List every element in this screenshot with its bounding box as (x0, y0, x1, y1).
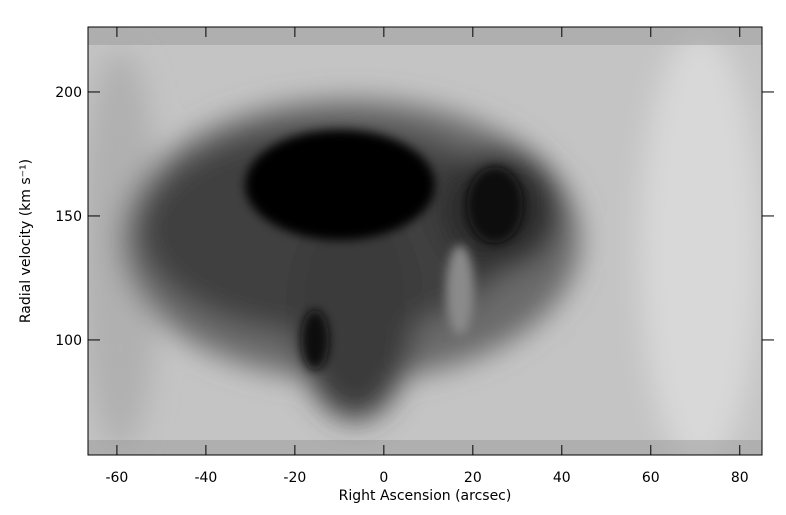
x-axis-label: Right Ascension (arcsec) (339, 488, 512, 504)
x-tick-label: -40 (194, 470, 217, 486)
intensity-image (88, 27, 762, 455)
y-tick-label: 150 (55, 209, 82, 225)
x-tick-label: 40 (553, 470, 571, 486)
x-tick-label: -20 (283, 470, 306, 486)
x-tick-label: 60 (642, 470, 660, 486)
y-axis-label: Radial velocity (km s⁻¹) (18, 159, 34, 323)
x-tick-label: 80 (731, 470, 749, 486)
plot-frame (87, 26, 763, 456)
y-tick-label: 100 (55, 333, 82, 349)
x-tick-label: 0 (379, 470, 388, 486)
x-tick-label: -60 (105, 470, 128, 486)
x-tick-label: 20 (464, 470, 482, 486)
y-tick-label: 200 (55, 85, 82, 101)
